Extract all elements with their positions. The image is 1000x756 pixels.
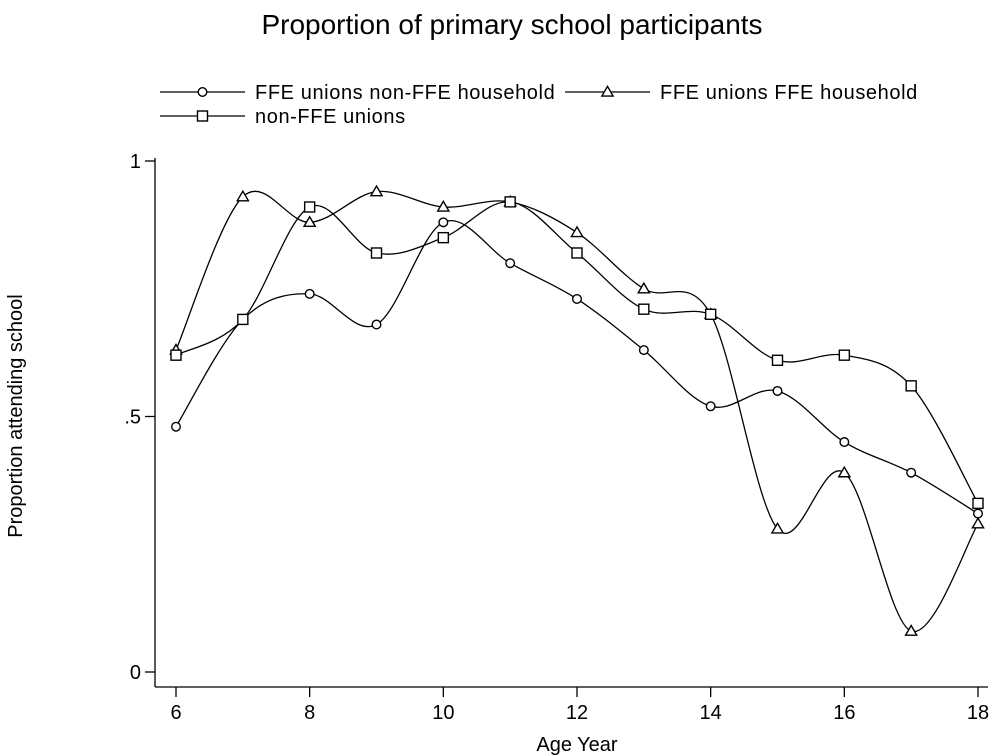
data-point-square <box>771 354 784 366</box>
legend-label: non-FFE unions <box>255 106 406 128</box>
data-point-triangle <box>436 199 451 212</box>
legend-marker-circle <box>197 86 208 97</box>
data-point-square <box>905 380 917 392</box>
data-point-circle <box>371 319 382 330</box>
data-point-triangle <box>637 281 651 294</box>
y-tick-label: .5 <box>124 407 141 429</box>
series-line-square <box>175 201 979 504</box>
data-point-circle <box>906 467 917 478</box>
legend-marker-square <box>196 110 209 122</box>
data-point-circle <box>973 508 984 519</box>
x-tick-label: 8 <box>304 702 315 724</box>
data-point-square <box>370 247 383 259</box>
series-line-triangle <box>175 190 979 632</box>
legend-marker-triangle <box>600 85 615 97</box>
data-point-square <box>704 308 717 320</box>
data-point-triangle <box>302 215 317 228</box>
data-point-square <box>237 313 249 326</box>
data-point-triangle <box>570 225 584 238</box>
x-tick-label: 16 <box>833 702 855 724</box>
x-tick-label: 6 <box>170 702 181 724</box>
legend-label: FFE unions non-FFE household <box>255 82 555 104</box>
chart-title: Proportion of primary school participant… <box>261 9 762 40</box>
data-point-circle <box>304 288 315 299</box>
x-tick-label: 12 <box>566 702 588 724</box>
series-line-circle <box>175 219 979 515</box>
data-point-square <box>303 201 316 213</box>
data-point-circle <box>839 437 850 448</box>
data-point-square <box>838 349 851 361</box>
data-point-triangle <box>369 184 384 197</box>
data-point-square <box>170 349 182 361</box>
x-tick-label: 10 <box>432 702 454 724</box>
data-point-circle <box>572 293 583 304</box>
data-point-circle <box>438 217 449 228</box>
x-tick-label: 18 <box>967 702 989 724</box>
y-ticks: 0.51 <box>124 151 155 684</box>
data-point-triangle <box>904 624 918 636</box>
data-point-circle <box>638 345 649 356</box>
y-axis-label: Proportion attending school <box>5 294 27 538</box>
data-point-square <box>972 497 984 510</box>
data-point-circle <box>705 401 716 412</box>
data-point-circle <box>505 258 516 269</box>
x-ticks: 6 8 10 12 14 16 18 <box>170 687 989 724</box>
x-tick-label: 14 <box>700 702 722 724</box>
data-point-circle <box>772 385 783 396</box>
data-point-triangle <box>837 465 852 478</box>
data-point-square <box>504 196 516 208</box>
series-markers <box>169 184 985 636</box>
data-point-square <box>571 247 583 259</box>
y-tick-label: 0 <box>130 662 141 684</box>
x-axis-label: Age Year <box>536 734 618 756</box>
data-point-triangle <box>236 189 250 202</box>
data-point-triangle <box>971 516 985 529</box>
legend-label: FFE unions FFE household <box>660 82 918 104</box>
data-point-square <box>437 231 450 244</box>
data-point-triangle <box>770 521 785 534</box>
data-point-square <box>638 303 650 315</box>
y-tick-label: 1 <box>130 151 141 173</box>
data-point-circle <box>170 421 181 432</box>
legend: FFE unions non-FFE household FFE unions F… <box>160 82 918 128</box>
